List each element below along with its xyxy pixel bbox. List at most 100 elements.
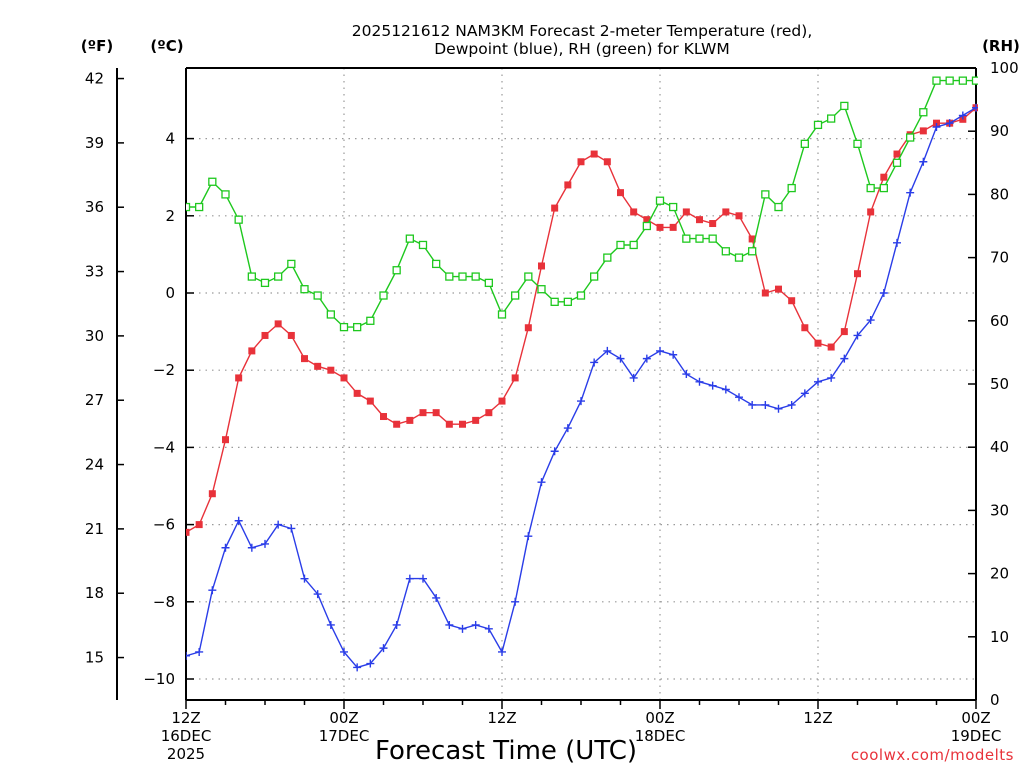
dewpoint-point	[800, 389, 809, 398]
2-meter-temperature-point	[722, 208, 730, 216]
rh-point	[708, 234, 717, 243]
rh-point	[497, 310, 507, 319]
2-meter-temperature-point	[524, 324, 532, 332]
rh-point	[287, 259, 296, 269]
x-tick-label-time: 00Z	[645, 709, 674, 727]
dewpoint-point	[287, 524, 296, 533]
dewpoint-point	[274, 520, 283, 529]
x-tick-label-date: 16DEC	[161, 727, 212, 745]
x-tick-label-time: 12Z	[803, 709, 832, 727]
rh-point	[721, 247, 730, 256]
grid-layer	[186, 68, 976, 700]
chart-title-line2: Dewpoint (blue), RH (green) for KLWM	[434, 40, 730, 58]
rh-point	[392, 266, 401, 275]
2-meter-temperature-point	[248, 347, 256, 355]
2-meter-temperature-point	[327, 366, 335, 374]
2-meter-temperature-point	[301, 355, 308, 363]
2-meter-temperature-point	[867, 208, 875, 216]
x-tick-label-date: 19DEC	[951, 727, 1002, 745]
rh-point	[958, 76, 967, 85]
rh-point	[247, 272, 256, 281]
rh-point	[642, 221, 651, 231]
2-meter-temperature-point	[274, 320, 282, 328]
rh-tick-label: 100	[990, 59, 1019, 77]
rh-point	[537, 285, 546, 294]
rh-point	[748, 247, 757, 256]
2-meter-temperature-point	[314, 362, 322, 370]
rh-tick-label: 70	[990, 249, 1009, 267]
2-meter-temperature-point	[511, 374, 519, 382]
rh-point	[563, 297, 572, 306]
dewpoint-point	[695, 377, 704, 386]
rh-point	[274, 272, 283, 281]
dewpoint-point	[669, 350, 678, 359]
dewpoint-point	[405, 574, 414, 583]
dewpoint-point	[827, 373, 836, 382]
rh-tick-label: 50	[990, 375, 1009, 393]
rh-point	[774, 202, 783, 212]
rh-tick-label: 30	[990, 501, 1009, 519]
2-meter-temperature-point	[235, 374, 243, 382]
celsius-tick-label: 2	[165, 207, 175, 225]
2-meter-temperature-point	[827, 343, 835, 351]
2-meter-temperature-point	[617, 189, 624, 197]
2-meter-temperature-point	[669, 223, 677, 231]
source-credit: coolwx.com/modelts	[851, 746, 1014, 764]
rh-point	[655, 196, 665, 205]
rh-point	[734, 253, 744, 262]
rh-point	[906, 133, 915, 142]
celsius-unit-label: (ºC)	[150, 37, 183, 55]
dewpoint-point	[945, 119, 954, 128]
2-meter-temperature-point	[498, 397, 506, 405]
rh-point	[445, 272, 454, 281]
rh-point	[511, 291, 520, 300]
2-meter-temperature-point	[551, 204, 559, 212]
rh-point	[339, 322, 349, 332]
dewpoint-point	[603, 346, 612, 355]
dewpoint-point	[853, 331, 862, 340]
rh-point	[484, 278, 493, 288]
2-meter-temperature-point	[590, 150, 598, 158]
rh-point	[405, 234, 414, 243]
chart-title-line1: 2025121612 NAM3KM Forecast 2-meter Tempe…	[352, 22, 813, 40]
rh-tick-label: 60	[990, 312, 1009, 330]
rh-point	[550, 297, 559, 306]
dewpoint-point	[932, 123, 941, 132]
rh-point	[524, 272, 533, 281]
dewpoint-point	[392, 620, 401, 629]
fahrenheit-tick-label: 36	[85, 198, 104, 216]
dewpoint-line	[186, 107, 977, 669]
celsius-tick-label: −2	[153, 361, 175, 379]
2-meter-temperature-point	[353, 389, 361, 397]
rh-point	[458, 272, 467, 281]
rh-tick-label: 10	[990, 628, 1009, 646]
celsius-tick-label: 4	[165, 130, 175, 148]
dewpoint-point	[972, 103, 978, 112]
2-meter-temperature-point	[682, 208, 690, 216]
dewpoint-point	[445, 620, 454, 629]
dewpoint-point	[208, 586, 217, 595]
dewpoint-point	[616, 354, 625, 363]
2-meter-temperature-point	[538, 262, 545, 270]
rh-point	[366, 316, 375, 325]
rh-point	[945, 76, 954, 85]
fahrenheit-tick-label: 42	[85, 70, 104, 88]
celsius-tick-label: −6	[153, 516, 175, 534]
rh-point	[800, 139, 809, 148]
rh-point	[234, 215, 243, 224]
dewpoint-point	[550, 447, 559, 456]
2-meter-temperature-point	[459, 420, 466, 428]
2-meter-temperature-point	[564, 181, 572, 189]
dewpoint-point	[656, 346, 664, 355]
rh-point	[313, 291, 322, 300]
2-meter-temperature-point	[380, 413, 387, 421]
2-meter-temperature-point	[761, 289, 769, 297]
dewpoint-point	[221, 543, 230, 552]
dewpoint-point	[761, 400, 770, 409]
rh-point	[418, 240, 428, 250]
dewpoint-point	[247, 543, 256, 552]
dewpoint-point	[300, 574, 309, 583]
2-meter-temperature-point	[696, 216, 703, 224]
